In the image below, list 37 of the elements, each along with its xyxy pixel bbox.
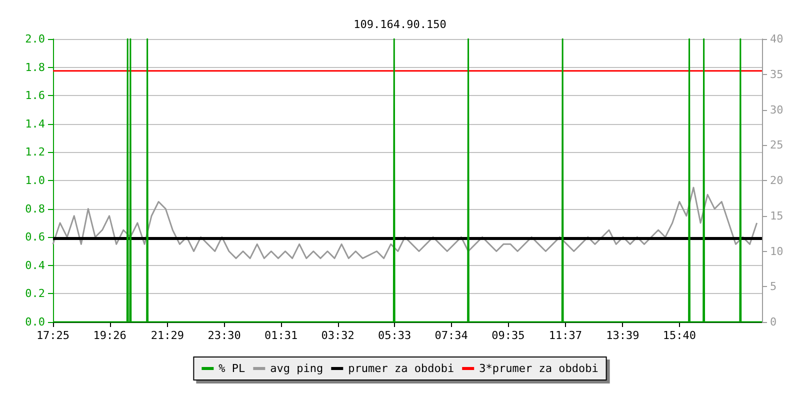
y2-tick-label: 40 [770, 32, 784, 46]
y-tick-label: 0.0 [25, 316, 45, 328]
y-tick-label: 1.8 [25, 60, 45, 74]
legend-label: avg ping [270, 362, 324, 375]
x-tick-label: 23:30 [208, 329, 241, 342]
legend-label: 3*prumer za obdobi [479, 362, 598, 375]
y2-tick-label: 35 [770, 68, 784, 81]
legend-label: % PL [218, 362, 246, 375]
y2-tick-label: 10 [770, 244, 784, 258]
y2-tick-label: 5 [770, 280, 777, 294]
x-tick-label: 01:31 [264, 329, 298, 342]
x-tick-label: 17:25 [36, 329, 70, 342]
y2-tick-label: 30 [770, 103, 784, 116]
y-tick-label: 1.4 [25, 117, 46, 130]
y-tick-label: 1.2 [25, 146, 45, 159]
x-tick-label: 05:33 [378, 329, 412, 342]
y-tick-label: 0.6 [25, 230, 45, 244]
x-tick-label: 13:39 [606, 329, 640, 342]
x-tick-label: 11:37 [548, 329, 582, 342]
legend-label: prumer za obdobi [348, 362, 454, 375]
y-tick-label: 1.6 [25, 89, 45, 102]
y2-tick-label: 20 [770, 174, 784, 187]
x-tick-label: 07:34 [434, 329, 468, 342]
y-tick-label: 1.0 [25, 174, 45, 187]
x-tick-label: 21:29 [150, 329, 184, 342]
x-tick-label: 03:32 [321, 329, 354, 342]
x-tick-label: 09:35 [492, 329, 525, 342]
chart-title: 109.164.90.150 [354, 18, 446, 31]
y-tick-label: 0.2 [25, 287, 45, 300]
y-tick-label: 0.4 [25, 258, 46, 272]
y-tick-label: 0.8 [25, 202, 45, 216]
x-tick-label: 15:40 [662, 329, 696, 342]
y2-tick-label: 25 [770, 138, 784, 152]
y2-tick-label: 15 [770, 209, 784, 222]
x-tick-label: 19:26 [93, 329, 126, 342]
y2-tick-label: 0 [770, 316, 777, 328]
y-tick-label: 2.0 [25, 32, 45, 46]
